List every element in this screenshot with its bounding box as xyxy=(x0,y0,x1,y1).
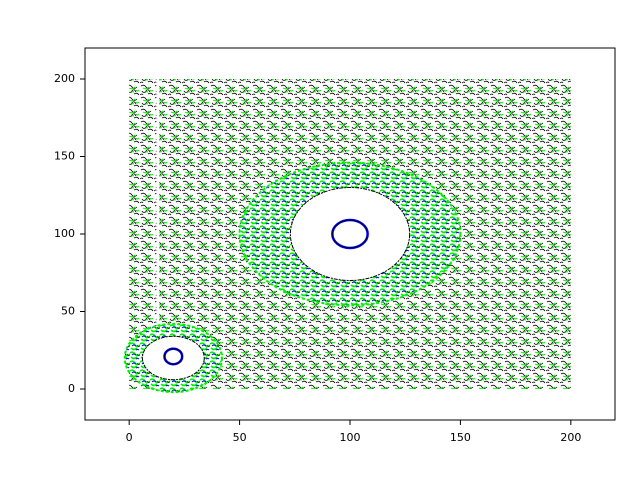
y-tick-label: 100 xyxy=(54,227,75,240)
y-tick-label: 200 xyxy=(54,72,75,85)
y-tick-label: 150 xyxy=(54,150,75,163)
y-tick-label: 50 xyxy=(61,305,75,318)
contour-hole xyxy=(289,187,411,281)
y-tick-label: 0 xyxy=(68,382,75,395)
x-tick-label: 150 xyxy=(450,431,471,444)
x-tick-label: 200 xyxy=(560,431,581,444)
contour-ring-outline xyxy=(164,348,183,365)
contour-hole xyxy=(141,335,205,381)
x-tick-label: 50 xyxy=(233,431,247,444)
contour-ring-outline xyxy=(331,219,369,249)
x-tick-label: 0 xyxy=(126,431,133,444)
contour-gap xyxy=(156,79,160,343)
x-tick-label: 100 xyxy=(340,431,361,444)
